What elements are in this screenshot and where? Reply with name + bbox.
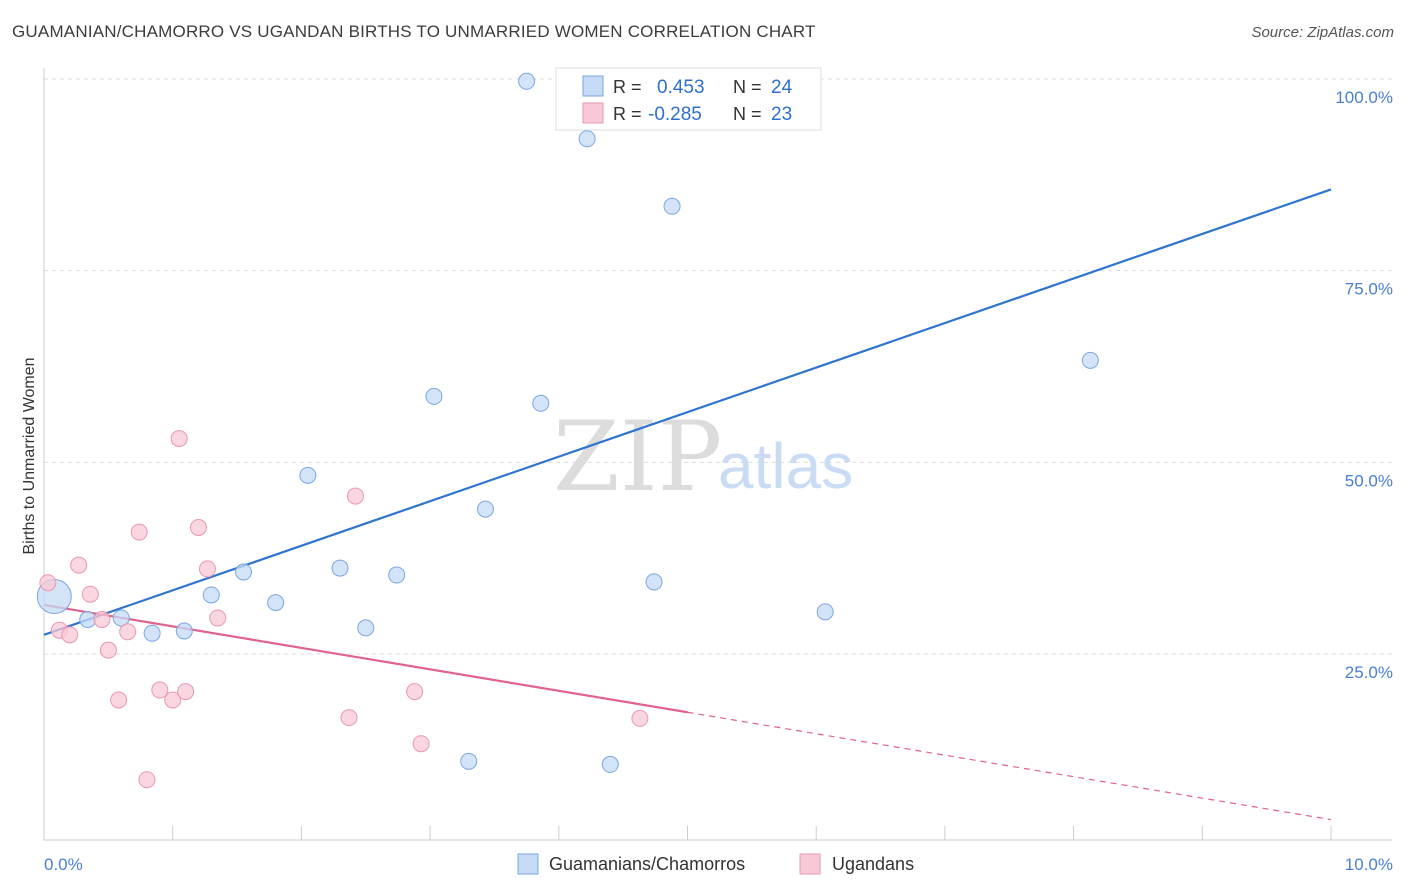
bottom-legend-swatch-pink (799, 853, 821, 875)
guamanian-point-14 (476, 500, 494, 518)
trendlines (43, 188, 1332, 821)
guamanian-point-4 (175, 622, 193, 640)
ugandan-point-5 (93, 611, 111, 628)
ugandan-point-21 (412, 735, 430, 753)
ugandan-point-18 (340, 709, 358, 727)
bottom-legend-label-1: Guamanians/Chamorros (549, 854, 745, 874)
guamanian-point-12 (425, 387, 443, 405)
guamanian-point-15 (518, 72, 536, 90)
gridlines (44, 78, 1392, 655)
ugandan-point-14 (177, 683, 195, 701)
guamanian-point-13 (460, 752, 478, 770)
legend-n-value-1: 24 (771, 77, 793, 98)
axes (43, 68, 1392, 841)
ugandan-point-6 (99, 641, 117, 659)
guamanian-point-19 (645, 573, 663, 591)
watermark-zip: ZIP (553, 401, 722, 513)
x-tick-label-1: 10.0% (1345, 855, 1393, 874)
guamanian-point-2 (112, 609, 130, 627)
x-tick-label-0: 0.0% (44, 855, 83, 874)
guamanian-point-5 (202, 586, 220, 604)
ugandan-point-7 (110, 691, 128, 709)
guamanian-point-9 (331, 559, 349, 577)
watermark-atlas: atlas (718, 430, 853, 502)
guamanian-point-1 (79, 611, 97, 628)
y-tick-label-2: 75.0% (1345, 280, 1393, 299)
ugandan-point-13 (170, 430, 188, 448)
ugandan-point-8 (119, 623, 137, 641)
guamanian-point-8 (299, 466, 317, 484)
y-tick-labels: 25.0% 50.0% 75.0% 100.0% (1335, 88, 1393, 682)
y-tick-label-1: 50.0% (1345, 471, 1393, 490)
guamanian-point-22 (816, 603, 834, 621)
guamanian-point-3 (143, 624, 161, 642)
bottom-legend: Guamanians/Chamorros Ugandans (517, 853, 914, 875)
ugandan-point-15 (189, 519, 207, 536)
ugandan-point-11 (151, 681, 169, 699)
legend-r-value-2: -0.285 (648, 104, 702, 125)
ugandan-point-4 (81, 585, 99, 603)
trendline-ugandan (43, 603, 688, 714)
x-tick-labels: 0.0% 10.0% (44, 855, 1393, 874)
ugandan-point-0 (39, 574, 57, 592)
guamanian-point-7 (267, 594, 285, 612)
legend-swatch-pink (582, 102, 604, 124)
bottom-legend-swatch-blue (517, 853, 539, 875)
legend-r-label-2: R = (613, 104, 642, 124)
trendline-ugandan-extension (687, 711, 1332, 821)
legend-swatch-blue (582, 75, 604, 97)
ugandan-point-19 (346, 487, 364, 505)
guamanian-point-11 (388, 566, 406, 584)
ugandan-point-9 (130, 523, 148, 541)
legend-n-label-2: N = (733, 104, 762, 124)
y-tick-label-0: 25.0% (1345, 663, 1393, 682)
data-points (36, 72, 1099, 789)
ugandan-point-22 (631, 709, 649, 727)
ugandan-point-2 (61, 626, 79, 644)
bottom-legend-label-2: Ugandans (832, 854, 914, 874)
y-tick-label-3: 100.0% (1335, 88, 1393, 107)
guamanian-point-18 (601, 755, 619, 773)
legend-r-value-1: 0.453 (657, 77, 705, 98)
guamanian-point-20 (663, 197, 681, 215)
trendline-guamanian (43, 188, 1332, 636)
ugandan-point-12 (164, 691, 182, 709)
guamanian-point-16 (532, 394, 550, 412)
ugandan-point-10 (138, 771, 156, 789)
legend-r-label-1: R = (613, 77, 642, 97)
guamanian-point-23 (1081, 351, 1099, 369)
ugandan-point-16 (198, 560, 216, 578)
ugandan-point-17 (209, 609, 227, 627)
legend-n-label-1: N = (733, 77, 762, 97)
ugandan-point-20 (406, 683, 424, 701)
guamanian-point-10 (357, 619, 375, 637)
legend-box: R = 0.453 N = 24 R = -0.285 N = 23 (555, 67, 822, 131)
source-label: Source: ZipAtlas.com (1251, 24, 1394, 41)
guamanian-point-6 (234, 563, 252, 581)
guamanian-point-17 (578, 130, 596, 148)
legend-n-value-2: 23 (771, 104, 792, 125)
ugandan-point-3 (70, 556, 88, 574)
y-axis-label: Births to Unmarried Women (21, 357, 38, 554)
chart-title: GUAMANIAN/CHAMORRO VS UGANDAN BIRTHS TO … (12, 22, 816, 41)
